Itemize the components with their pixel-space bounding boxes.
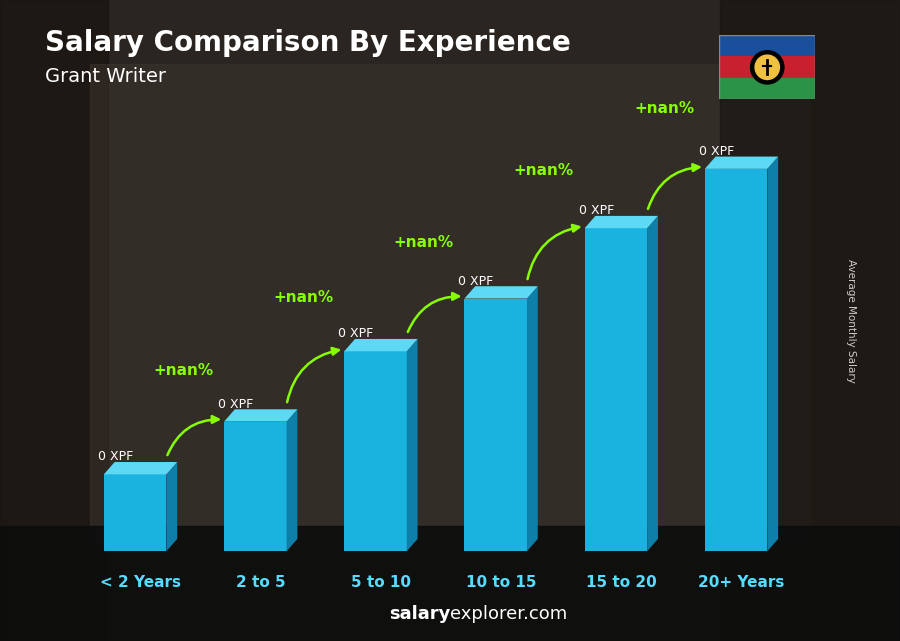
Bar (0, 0, 108, 641)
Polygon shape (104, 462, 177, 474)
Polygon shape (705, 169, 768, 551)
Text: 0 XPF: 0 XPF (98, 451, 133, 463)
Text: Salary Comparison By Experience: Salary Comparison By Experience (45, 29, 571, 57)
Bar (719, 35, 815, 56)
Polygon shape (768, 156, 778, 551)
Polygon shape (104, 474, 166, 551)
Text: 0 XPF: 0 XPF (458, 274, 494, 288)
Text: 5 to 10: 5 to 10 (351, 576, 411, 590)
Bar (0, 526, 900, 641)
Text: 0 XPF: 0 XPF (338, 328, 373, 340)
Polygon shape (286, 410, 297, 551)
Text: +nan%: +nan% (274, 290, 333, 305)
Polygon shape (224, 422, 286, 551)
Circle shape (755, 55, 779, 79)
Polygon shape (464, 299, 526, 551)
Text: 10 to 15: 10 to 15 (466, 576, 536, 590)
Circle shape (751, 51, 784, 84)
Bar (719, 56, 815, 78)
Polygon shape (166, 462, 177, 551)
Polygon shape (344, 339, 418, 351)
Text: Grant Writer: Grant Writer (45, 67, 166, 87)
Bar (90, 64, 810, 545)
Polygon shape (647, 216, 658, 551)
Text: Average Monthly Salary: Average Monthly Salary (845, 258, 856, 383)
Text: +nan%: +nan% (393, 235, 454, 250)
Text: 0 XPF: 0 XPF (579, 204, 614, 217)
Text: 2 to 5: 2 to 5 (236, 576, 285, 590)
Polygon shape (585, 216, 658, 228)
Text: +nan%: +nan% (514, 163, 574, 178)
Polygon shape (344, 351, 407, 551)
Text: 0 XPF: 0 XPF (218, 397, 253, 411)
Text: salary: salary (389, 605, 450, 623)
Polygon shape (407, 339, 418, 551)
Text: +nan%: +nan% (153, 363, 213, 378)
Text: explorer.com: explorer.com (450, 605, 567, 623)
Text: < 2 Years: < 2 Years (100, 576, 181, 590)
Polygon shape (705, 156, 778, 169)
Text: 0 XPF: 0 XPF (698, 145, 734, 158)
Polygon shape (464, 287, 538, 299)
Bar (720, 0, 900, 641)
Polygon shape (526, 287, 538, 551)
Polygon shape (224, 410, 297, 422)
Bar (719, 78, 815, 99)
Polygon shape (585, 228, 647, 551)
Text: 15 to 20: 15 to 20 (586, 576, 657, 590)
Text: +nan%: +nan% (634, 101, 694, 116)
Text: 20+ Years: 20+ Years (698, 576, 785, 590)
